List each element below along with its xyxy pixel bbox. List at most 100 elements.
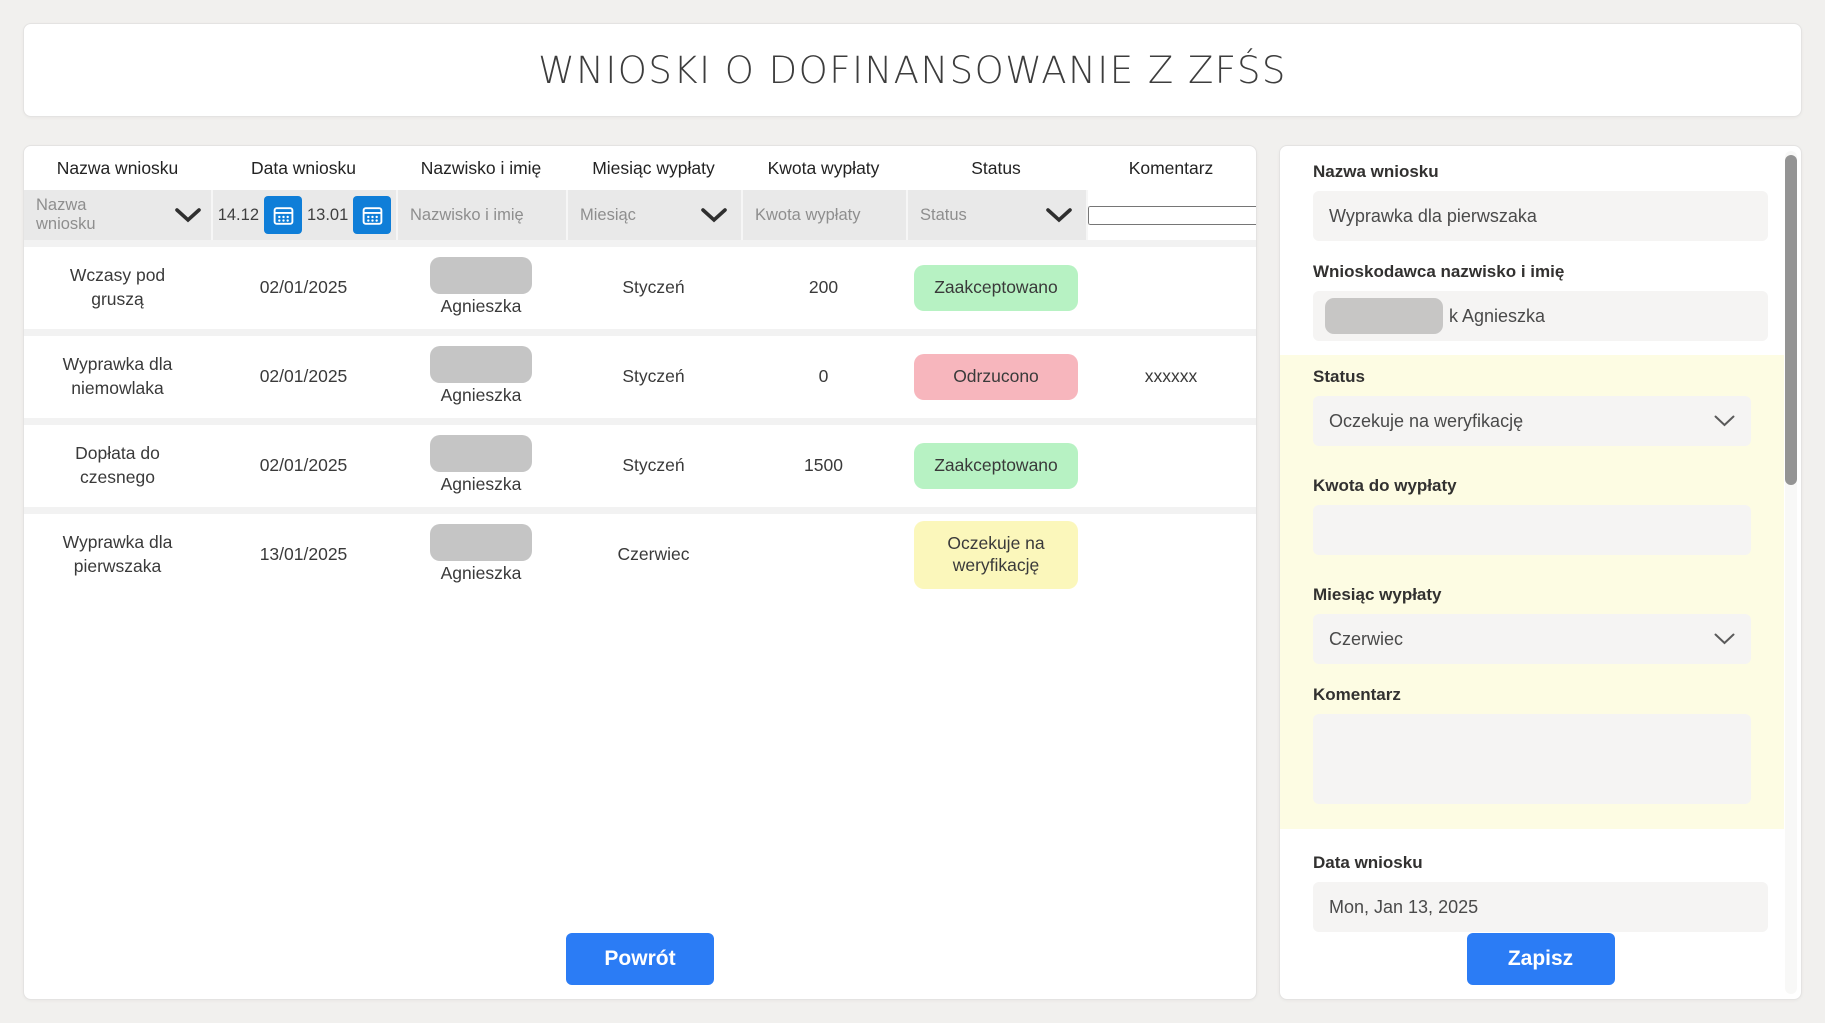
month-field-label: Miesiąc wypłaty	[1313, 585, 1442, 604]
filter-date-from-value[interactable]: 14.12	[217, 205, 259, 224]
filter-status-dropdown[interactable]: Status	[906, 190, 1086, 240]
table-filter-row: Nazwa wniosku 14.12 13.01	[24, 190, 1256, 240]
column-header-date[interactable]: Data wniosku	[250, 157, 357, 178]
form-group-name: Nazwa wniosku	[1313, 162, 1768, 241]
person-first-name: Agnieszka	[440, 385, 522, 406]
form-group-comment: Komentarz	[1313, 685, 1751, 809]
request-comment: xxxxxx	[1144, 366, 1198, 387]
main-area: Nazwa wniosku Data wniosku Nazwisko i im…	[23, 145, 1802, 1000]
person-first-name: Agnieszka	[440, 296, 522, 317]
calendar-glyph	[273, 206, 293, 225]
name-field[interactable]	[1313, 191, 1768, 241]
status-field-label: Status	[1313, 367, 1365, 386]
date-field[interactable]	[1313, 882, 1768, 932]
chevron-down-icon	[175, 207, 201, 222]
filter-month-dropdown[interactable]: Miesiąc	[566, 190, 741, 240]
form-group-amount: Kwota do wypłaty	[1313, 476, 1751, 555]
name-field-label: Nazwa wniosku	[1313, 162, 1439, 181]
request-form-card: Nazwa wniosku Wnioskodawca nazwisko i im…	[1279, 145, 1802, 1000]
request-amount: 1500	[804, 455, 843, 476]
filter-comment-cell	[1086, 190, 1256, 240]
scrollbar-thumb[interactable]	[1785, 155, 1797, 485]
form-group-applicant: Wnioskodawca nazwisko i imię k Agnieszka	[1313, 262, 1768, 341]
status-badge: Odrzucono	[914, 354, 1078, 400]
month-selected-value: Czerwiec	[1329, 628, 1404, 649]
table-row[interactable]: Wyprawka dla niemowlaka 02/01/2025 Agnie…	[24, 329, 1256, 418]
calendar-icon[interactable]	[353, 196, 392, 234]
chevron-down-icon	[1714, 633, 1735, 645]
column-header-name[interactable]: Nazwa wniosku	[56, 157, 179, 178]
back-button[interactable]: Powrót	[566, 933, 714, 985]
column-header-person[interactable]: Nazwisko i imię	[420, 157, 542, 178]
request-name: Dopłata do czesnego	[75, 443, 160, 487]
status-selected-value: Oczekuje na weryfikację	[1329, 410, 1524, 431]
request-amount: 0	[818, 366, 829, 387]
applicant-field[interactable]: k Agnieszka	[1313, 291, 1768, 341]
applicant-field-label: Wnioskodawca nazwisko i imię	[1313, 262, 1565, 281]
request-month: Czerwiec	[617, 544, 690, 565]
title-card: WNIOSKI O DOFINANSOWANIE Z ZFŚS	[23, 23, 1802, 117]
request-month: Styczeń	[622, 366, 685, 387]
status-select[interactable]: Oczekuje na weryfikację	[1313, 396, 1751, 446]
highlighted-fields-section: Status Oczekuje na weryfikację Kwota do …	[1280, 355, 1784, 829]
request-name: Wczasy pod gruszą	[69, 265, 166, 309]
request-name: Wyprawka dla niemowlaka	[62, 354, 173, 398]
amount-field[interactable]	[1313, 505, 1751, 555]
filter-name-dropdown[interactable]: Nazwa wniosku	[24, 190, 211, 240]
request-date: 02/01/2025	[259, 277, 348, 298]
filter-date-range: 14.12 13.01	[211, 190, 396, 240]
filter-amount-input[interactable]	[743, 190, 906, 240]
column-header-month[interactable]: Miesiąc wypłaty	[592, 157, 715, 178]
calendar-icon[interactable]	[264, 196, 302, 234]
redacted-surname	[1325, 298, 1443, 334]
status-badge: Zaakceptowano	[914, 265, 1078, 311]
filter-surname-cell	[396, 190, 566, 240]
table-row[interactable]: Dopłata do czesnego 02/01/2025 Agnieszka…	[24, 418, 1256, 507]
form-group-status: Status Oczekuje na weryfikację	[1313, 367, 1751, 446]
amount-field-label: Kwota do wypłaty	[1313, 476, 1457, 495]
request-name: Wyprawka dla pierwszaka	[62, 532, 173, 576]
requests-table-card: Nazwa wniosku Data wniosku Nazwisko i im…	[23, 145, 1257, 1000]
status-badge: Oczekuje na weryfikację	[914, 521, 1078, 589]
column-header-amount[interactable]: Kwota wypłaty	[767, 157, 880, 178]
calendar-glyph	[362, 206, 383, 225]
table-header-row: Nazwa wniosku Data wniosku Nazwisko i im…	[24, 146, 1256, 190]
table-row[interactable]: Wczasy pod gruszą 02/01/2025 Agnieszka S…	[24, 240, 1256, 329]
request-person: Agnieszka	[396, 514, 566, 596]
chevron-down-icon	[1714, 415, 1735, 427]
applicant-first-name: k Agnieszka	[1449, 305, 1546, 326]
filter-surname-input[interactable]	[398, 190, 566, 240]
form-group-month: Miesiąc wypłaty Czerwiec	[1313, 585, 1751, 664]
request-comment	[1086, 247, 1256, 329]
form-group-date: Data wniosku	[1313, 853, 1768, 932]
redacted-surname	[430, 435, 532, 473]
redacted-surname	[430, 346, 532, 384]
filter-comment-input[interactable]	[1088, 205, 1256, 225]
scrollbar-track[interactable]	[1785, 151, 1797, 994]
request-person: Agnieszka	[396, 336, 566, 418]
page-title: WNIOSKI O DOFINANSOWANIE Z ZFŚS	[538, 48, 1287, 92]
status-badge: Zaakceptowano	[914, 443, 1078, 489]
month-select[interactable]: Czerwiec	[1313, 614, 1751, 664]
date-field-label: Data wniosku	[1313, 853, 1423, 872]
request-date: 02/01/2025	[259, 366, 348, 387]
request-amount: 200	[808, 277, 839, 298]
redacted-surname	[430, 524, 532, 562]
filter-status-label: Status	[920, 205, 967, 224]
column-header-comment[interactable]: Komentarz	[1128, 157, 1214, 178]
filter-month-label: Miesiąc	[580, 205, 636, 224]
save-button[interactable]: Zapisz	[1466, 933, 1615, 985]
filter-date-to-value[interactable]: 13.01	[307, 205, 349, 224]
column-header-status[interactable]: Status	[971, 157, 1021, 178]
request-date: 13/01/2025	[259, 544, 348, 565]
person-first-name: Agnieszka	[440, 563, 522, 584]
table-row[interactable]: Wyprawka dla pierwszaka 13/01/2025 Agnie…	[24, 507, 1256, 596]
person-first-name: Agnieszka	[440, 474, 522, 495]
request-month: Styczeń	[622, 277, 685, 298]
filter-name-label: Nazwa wniosku	[36, 196, 96, 233]
request-date: 02/01/2025	[259, 455, 348, 476]
comment-field-label: Komentarz	[1313, 685, 1401, 704]
request-comment	[1086, 425, 1256, 507]
chevron-down-icon	[701, 207, 727, 222]
comment-field[interactable]	[1313, 714, 1751, 804]
